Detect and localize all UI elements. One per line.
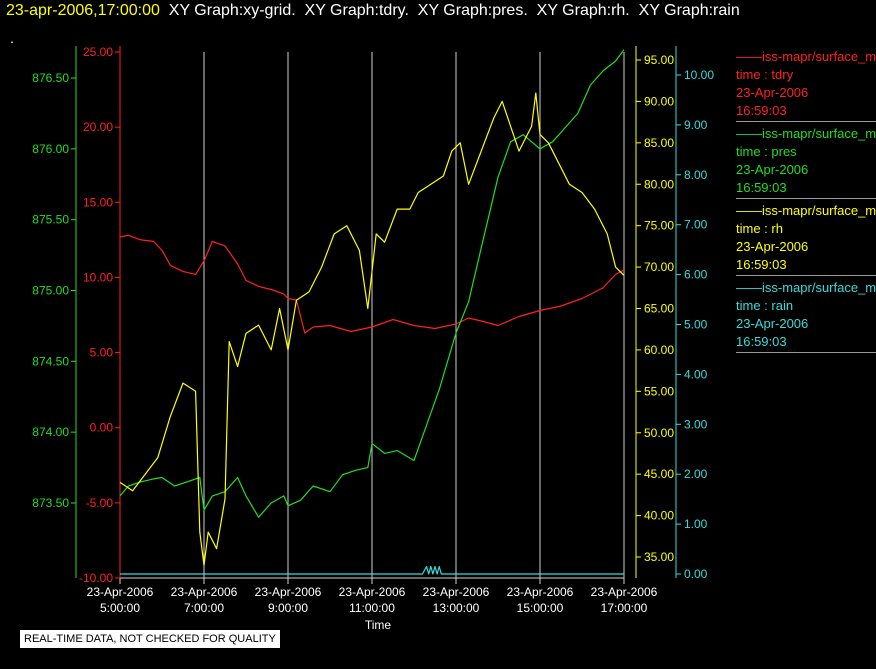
rain-y-tick-label: 5.00 bbox=[684, 318, 708, 332]
x-tick-label: 13:00:00 bbox=[433, 601, 480, 615]
rain-y-tick-label: 3.00 bbox=[684, 417, 708, 431]
x-tick-label: 23-Apr-2006 bbox=[87, 585, 154, 599]
rh-series-line bbox=[119, 92, 625, 566]
rh-y-tick-label: 85.00 bbox=[644, 136, 674, 150]
x-tick-label: 11:00:00 bbox=[349, 601, 395, 615]
tdry-y-tick-label: 0.00 bbox=[90, 421, 114, 435]
x-tick-label: 5:00:00 bbox=[100, 601, 140, 615]
rain-y-tick-label: 0.00 bbox=[684, 567, 708, 581]
x-tick-label: 23-Apr-2006 bbox=[255, 585, 322, 599]
x-tick-label: 17:00:00 bbox=[601, 601, 648, 615]
rh-y-tick-label: 50.00 bbox=[644, 426, 674, 440]
rain-y-tick-label: 10.00 bbox=[684, 68, 714, 82]
header-graph-list: XY Graph:xy-grid. XY Graph:tdry. XY Grap… bbox=[159, 2, 740, 19]
pres-y-tick-label: 875.00 bbox=[32, 284, 69, 298]
legend: ——iss-mapr/surface_m time : tdry 23-Apr-20… bbox=[736, 48, 876, 356]
pres-y-tick-label: 873.50 bbox=[32, 496, 69, 510]
x-tick-label: 23-Apr-2006 bbox=[507, 585, 574, 599]
legend-line2: time : pres bbox=[736, 144, 797, 159]
rain-y-tick-label: 4.00 bbox=[684, 367, 708, 381]
legend-name: ——iss-mapr/surface_m bbox=[736, 203, 876, 218]
rain-y-tick-label: 1.00 bbox=[684, 517, 708, 531]
rain-y-tick-label: 2.00 bbox=[684, 467, 708, 481]
pres-y-tick-label: 875.50 bbox=[32, 213, 69, 227]
legend-line4: 16:59:03 bbox=[736, 334, 787, 349]
legend-name: ——iss-mapr/surface_m bbox=[736, 280, 876, 295]
chart-header: 23-apr-2006,17:00:00 XY Graph:xy-grid. X… bbox=[6, 2, 740, 20]
tdry-series-line bbox=[119, 234, 625, 334]
pres-y-tick-label: 876.50 bbox=[32, 71, 69, 85]
legend-separator bbox=[736, 198, 876, 199]
legend-separator bbox=[736, 352, 876, 353]
pres-y-tick-label: 874.00 bbox=[32, 425, 69, 439]
tdry-y-tick-label: 20.00 bbox=[83, 120, 113, 134]
rh-y-tick-label: 90.00 bbox=[644, 94, 674, 108]
tdry-y-tick-label: 25.00 bbox=[83, 45, 113, 59]
pres-series-line bbox=[119, 49, 625, 518]
rh-y-tick-label: 75.00 bbox=[644, 219, 674, 233]
rh-y-tick-label: 35.00 bbox=[644, 550, 674, 564]
legend-line2: time : rain bbox=[736, 298, 794, 313]
x-tick-label: 23-Apr-2006 bbox=[171, 585, 238, 599]
rh-y-tick-label: 40.00 bbox=[644, 509, 674, 523]
x-axis-title: Time bbox=[365, 618, 392, 632]
legend-separator bbox=[736, 121, 876, 122]
rh-y-tick-label: 65.00 bbox=[644, 302, 674, 316]
tdry-y-tick-label: 15.00 bbox=[83, 195, 113, 209]
legend-line3: 23-Apr-2006 bbox=[736, 316, 809, 331]
rh-y-tick-label: 45.00 bbox=[644, 467, 674, 481]
x-tick-label: 9:00:00 bbox=[268, 601, 308, 615]
pres-y-tick-label: 876.00 bbox=[32, 142, 69, 156]
header-timestamp: 23-apr-2006,17:00:00 bbox=[6, 2, 160, 19]
disclaimer-label: REAL-TIME DATA, NOT CHECKED FOR QUALITY bbox=[20, 630, 280, 648]
x-tick-label: 23-Apr-2006 bbox=[591, 585, 658, 599]
rain-y-tick-label: 8.00 bbox=[684, 168, 708, 182]
rain-y-tick-label: 6.00 bbox=[684, 268, 708, 282]
rain-y-tick-label: 7.00 bbox=[684, 218, 708, 232]
legend-line4: 16:59:03 bbox=[736, 180, 787, 195]
rh-y-tick-label: 95.00 bbox=[644, 53, 674, 67]
legend-name: ——iss-mapr/surface_m bbox=[736, 126, 876, 141]
x-tick-label: 15:00:00 bbox=[517, 601, 564, 615]
rain-series-line bbox=[120, 565, 624, 575]
legend-line4: 16:59:03 bbox=[736, 103, 787, 118]
legend-line2: time : tdry bbox=[736, 67, 794, 82]
x-tick-label: 7:00:00 bbox=[184, 601, 224, 615]
rh-y-tick-label: 70.00 bbox=[644, 260, 674, 274]
x-tick-label: 23-Apr-2006 bbox=[339, 585, 406, 599]
legend-name: ——iss-mapr/surface_m bbox=[736, 49, 876, 64]
legend-line4: 16:59:03 bbox=[736, 257, 787, 272]
tdry-y-tick-label: -10.00 bbox=[79, 571, 113, 585]
tdry-y-tick-label: 5.00 bbox=[90, 346, 114, 360]
legend-line3: 23-Apr-2006 bbox=[736, 85, 809, 100]
rh-y-tick-label: 60.00 bbox=[644, 343, 674, 357]
rh-y-tick-label: 55.00 bbox=[644, 384, 674, 398]
header-dot: . bbox=[10, 30, 14, 46]
legend-separator bbox=[736, 275, 876, 276]
pres-y-tick-label: 874.50 bbox=[32, 354, 69, 368]
x-tick-label: 23-Apr-2006 bbox=[423, 585, 490, 599]
tdry-y-tick-label: 10.00 bbox=[83, 270, 113, 284]
legend-line2: time : rh bbox=[736, 221, 783, 236]
legend-line3: 23-Apr-2006 bbox=[736, 239, 809, 254]
tdry-y-tick-label: -5.00 bbox=[86, 496, 114, 510]
legend-line3: 23-Apr-2006 bbox=[736, 162, 809, 177]
rain-y-tick-label: 9.00 bbox=[684, 118, 708, 132]
rh-y-tick-label: 80.00 bbox=[644, 177, 674, 191]
